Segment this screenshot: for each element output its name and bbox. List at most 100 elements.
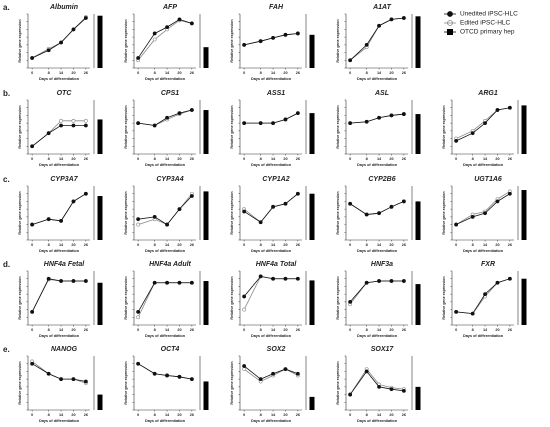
x-tick-label: 8 [154,243,156,247]
y-axis-label: Relative gene expression [336,19,340,62]
series-line [31,17,87,59]
y-axis-label: Relative gene expression [230,361,234,404]
data-point [364,280,369,285]
data-point [242,307,247,312]
x-tick-label: 14 [271,157,276,161]
data-point [283,367,288,372]
x-tick-label: 14 [483,243,488,247]
series-line [455,107,510,139]
data-point [348,58,353,63]
data-point [258,220,263,225]
x-tick-label: 26 [190,71,194,75]
data-point [364,212,369,217]
data-point [495,199,500,204]
data-point [389,279,394,283]
data-point [71,118,76,123]
data-point [189,280,194,285]
data-point [454,309,459,314]
x-tick-label: 14 [377,328,382,332]
x-tick-label: 0 [137,413,139,417]
x-tick-label: 26 [190,328,194,332]
data-point [71,199,76,204]
x-tick-label: 14 [377,157,382,161]
data-point [283,201,288,206]
series-line [349,280,404,303]
data-point [377,23,381,28]
series-line [349,17,404,61]
x-axis-label: Days of differentiation [463,163,504,167]
chart-title: FAH [269,4,284,11]
x-tick-label: 20 [177,157,181,161]
x-axis-label: Days of differentiation [357,249,398,253]
bar [309,193,315,240]
x-axis-label: Days of differentiation [251,334,292,338]
data-point [271,121,275,126]
chart-title: Albumin [49,4,78,11]
x-tick-label: 26 [402,243,406,247]
data-point [295,111,300,116]
y-axis-label: Relative gene expression [18,19,22,62]
data-point [152,37,157,42]
series-line [243,365,299,380]
row-label: c. [3,175,10,184]
x-tick-label: 8 [260,157,262,161]
x-tick-label: 0 [31,243,33,247]
x-tick-label: 20 [283,71,287,75]
x-tick-label: 14 [59,243,64,247]
data-point [71,27,76,32]
y-axis-label: Relative gene expression [124,191,128,234]
x-tick-label: 20 [283,413,287,417]
x-tick-label: 26 [402,328,406,332]
row-label: a. [3,3,10,12]
x-axis-label: Days of differentiation [357,77,398,81]
x-tick-label: 0 [455,328,457,332]
x-tick-label: 8 [154,157,156,161]
data-point [483,211,487,216]
bar [97,119,103,154]
data-point [377,384,381,389]
bar [415,114,421,154]
x-tick-label: 14 [59,71,64,75]
data-point [152,214,157,219]
chart-title: SOX17 [371,346,395,353]
x-axis-label: Days of differentiation [39,334,80,338]
x-tick-label: 8 [48,413,50,417]
x-tick-label: 0 [455,243,457,247]
x-tick-label: 20 [283,157,287,161]
series-line [244,112,299,124]
data-point [136,361,141,366]
data-point [152,280,157,285]
chart-title: SOX2 [267,346,286,353]
series-line [244,112,299,124]
x-tick-label: 20 [495,157,499,161]
x-tick-label: 0 [243,243,245,247]
data-point [242,121,247,126]
data-point [242,364,247,368]
data-point [377,211,381,216]
x-axis-label: Days of differentiation [357,163,398,167]
data-point [454,222,459,227]
y-axis-label: Relative gene expression [336,105,340,148]
x-tick-label: 26 [296,157,300,161]
data-point [71,123,76,128]
x-tick-label: 14 [165,157,170,161]
data-point [46,371,51,376]
x-tick-label: 8 [366,413,368,417]
chart-title: CYP2B6 [368,176,395,183]
data-point [59,118,63,123]
data-point [83,191,88,196]
data-point [177,374,182,379]
data-point [165,222,169,227]
data-point [271,35,275,40]
data-point [295,371,300,376]
data-point [401,388,406,393]
row-label: e. [3,345,10,354]
x-tick-label: 26 [296,413,300,417]
x-axis-label: Days of differentiation [39,77,80,81]
y-axis-label: Relative gene expression [230,276,234,319]
y-axis-label: Relative gene expression [230,19,234,62]
series-line [31,125,86,147]
bar [309,113,315,154]
chart-title: CPS1 [161,90,179,97]
x-tick-label: 8 [366,328,368,332]
